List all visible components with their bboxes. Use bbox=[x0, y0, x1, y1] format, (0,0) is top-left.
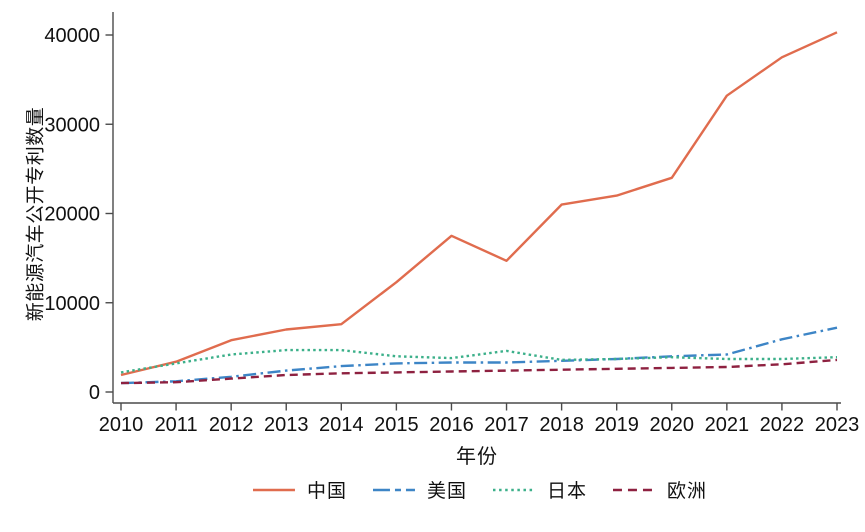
legend-item-1: 美国 bbox=[372, 476, 467, 503]
x-tick-label: 2022 bbox=[760, 414, 805, 436]
legend-item-0: 中国 bbox=[252, 476, 347, 503]
legend-line-sample bbox=[372, 488, 415, 491]
x-tick-label: 2016 bbox=[429, 414, 474, 436]
x-tick-label: 2023 bbox=[815, 414, 860, 436]
x-tick-label: 2014 bbox=[319, 414, 364, 436]
y-tick-label: 10000 bbox=[44, 293, 100, 315]
legend-line-sample bbox=[613, 488, 656, 491]
legend-item-2: 日本 bbox=[493, 476, 587, 503]
x-axis-title: 年份 bbox=[456, 446, 498, 468]
series-line-0 bbox=[120, 31, 838, 377]
x-tick-label: 2018 bbox=[539, 414, 584, 436]
x-tick-label: 2020 bbox=[650, 414, 695, 436]
series-line-1 bbox=[120, 326, 838, 385]
x-tick-label: 2015 bbox=[374, 414, 419, 436]
legend: 中国 美国 日本 欧洲 bbox=[252, 476, 707, 503]
y-tick-label: 40000 bbox=[44, 25, 100, 47]
x-tick-label: 2017 bbox=[484, 414, 529, 436]
x-tick-label: 2019 bbox=[594, 414, 639, 436]
legend-label: 日本 bbox=[547, 481, 588, 502]
y-tick-label: 20000 bbox=[44, 204, 100, 226]
y-axis-title: 新能源汽车公开专利数量 bbox=[25, 106, 47, 322]
series-line-2 bbox=[120, 348, 838, 374]
x-tick-label: 2012 bbox=[209, 414, 254, 436]
y-tick-label: 30000 bbox=[44, 114, 100, 136]
legend-item-3: 欧洲 bbox=[613, 476, 707, 503]
x-tick-label: 2021 bbox=[705, 414, 750, 436]
y-tick-label: 0 bbox=[89, 382, 100, 404]
legend-line-sample bbox=[493, 488, 535, 491]
series-line-3 bbox=[120, 358, 838, 385]
legend-label: 中国 bbox=[306, 481, 347, 502]
x-tick-label: 2010 bbox=[99, 414, 144, 436]
legend-line-sample bbox=[252, 488, 295, 491]
x-tick-label: 2013 bbox=[264, 414, 309, 436]
legend-label: 欧洲 bbox=[667, 481, 708, 502]
x-tick-label: 2011 bbox=[155, 414, 198, 436]
legend-label: 美国 bbox=[426, 481, 467, 502]
